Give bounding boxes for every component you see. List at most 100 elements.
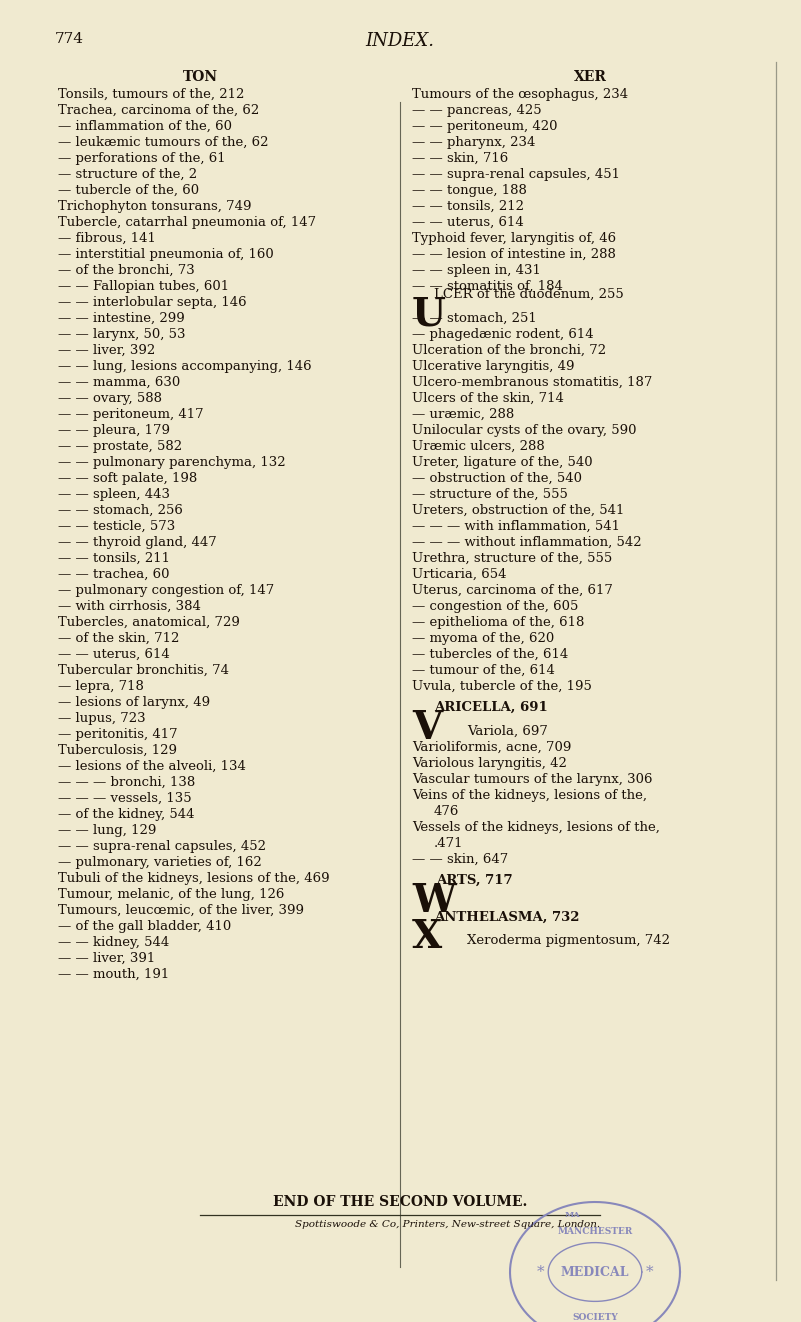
Text: — — lung, 129: — — lung, 129 <box>58 824 156 837</box>
Text: — — pharynx, 234: — — pharynx, 234 <box>412 136 535 149</box>
Text: — epithelioma of the, 618: — epithelioma of the, 618 <box>412 616 585 629</box>
Text: — fibrous, 141: — fibrous, 141 <box>58 231 156 245</box>
Text: Typhoid fever, laryngitis of, 46: Typhoid fever, laryngitis of, 46 <box>412 231 616 245</box>
Text: — — ovary, 588: — — ovary, 588 <box>58 393 162 405</box>
Text: XER: XER <box>574 70 606 85</box>
Text: — — stomach, 256: — — stomach, 256 <box>58 504 183 517</box>
Text: — of the skin, 712: — of the skin, 712 <box>58 632 179 645</box>
Text: — — — without inflammation, 542: — — — without inflammation, 542 <box>412 535 642 549</box>
Text: Uræmic ulcers, 288: Uræmic ulcers, 288 <box>412 440 545 453</box>
Text: — tumour of the, 614: — tumour of the, 614 <box>412 664 555 677</box>
Text: — — — bronchi, 138: — — — bronchi, 138 <box>58 776 195 789</box>
Text: — — pulmonary parenchyma, 132: — — pulmonary parenchyma, 132 <box>58 456 286 469</box>
Text: — — pleura, 179: — — pleura, 179 <box>58 424 170 438</box>
Text: — inflammation of the, 60: — inflammation of the, 60 <box>58 120 232 134</box>
Text: — lesions of the alveoli, 134: — lesions of the alveoli, 134 <box>58 760 246 773</box>
Text: — — stomatitis of, 184: — — stomatitis of, 184 <box>412 280 563 293</box>
Text: — pulmonary, varieties of, 162: — pulmonary, varieties of, 162 <box>58 857 262 869</box>
Text: — — spleen, 443: — — spleen, 443 <box>58 488 170 501</box>
Text: Ulceration of the bronchi, 72: Ulceration of the bronchi, 72 <box>412 344 606 357</box>
Text: — lesions of larynx, 49: — lesions of larynx, 49 <box>58 695 210 709</box>
Text: — — stomach, 251: — — stomach, 251 <box>412 312 537 325</box>
Text: — — lesion of intestine in, 288: — — lesion of intestine in, 288 <box>412 249 616 260</box>
Text: Vessels of the kidneys, lesions of the,: Vessels of the kidneys, lesions of the, <box>412 821 660 834</box>
Text: Uvula, tubercle of the, 195: Uvula, tubercle of the, 195 <box>412 680 592 693</box>
Text: Ureter, ligature of the, 540: Ureter, ligature of the, 540 <box>412 456 593 469</box>
Text: — structure of the, 555: — structure of the, 555 <box>412 488 568 501</box>
Text: — structure of the, 2: — structure of the, 2 <box>58 168 197 181</box>
Text: Trachea, carcinoma of the, 62: Trachea, carcinoma of the, 62 <box>58 104 260 118</box>
Text: MEDICAL: MEDICAL <box>561 1265 630 1278</box>
Text: *: * <box>646 1265 654 1278</box>
Text: — — — with inflammation, 541: — — — with inflammation, 541 <box>412 520 620 533</box>
Text: Unilocular cysts of the ovary, 590: Unilocular cysts of the ovary, 590 <box>412 424 637 438</box>
Text: — — tonsils, 212: — — tonsils, 212 <box>412 200 524 213</box>
Text: TON: TON <box>183 70 218 85</box>
Text: — pulmonary congestion of, 147: — pulmonary congestion of, 147 <box>58 584 274 598</box>
Text: — — mamma, 630: — — mamma, 630 <box>58 375 180 389</box>
Text: ARICELLA, 691: ARICELLA, 691 <box>434 701 548 714</box>
Text: — — testicle, 573: — — testicle, 573 <box>58 520 175 533</box>
Text: — — skin, 647: — — skin, 647 <box>412 853 509 866</box>
Text: .471: .471 <box>434 837 464 850</box>
Text: — — soft palate, 198: — — soft palate, 198 <box>58 472 197 485</box>
Text: 476: 476 <box>434 805 460 818</box>
Text: — — mouth, 191: — — mouth, 191 <box>58 968 169 981</box>
Text: — — liver, 391: — — liver, 391 <box>58 952 155 965</box>
Text: *: * <box>537 1265 544 1278</box>
Text: — — supra-renal capsules, 451: — — supra-renal capsules, 451 <box>412 168 620 181</box>
Text: Tumour, melanic, of the lung, 126: Tumour, melanic, of the lung, 126 <box>58 888 284 902</box>
Text: — — uterus, 614: — — uterus, 614 <box>58 648 170 661</box>
Text: — — prostate, 582: — — prostate, 582 <box>58 440 182 453</box>
Text: — — thyroid gland, 447: — — thyroid gland, 447 <box>58 535 217 549</box>
Text: — — intestine, 299: — — intestine, 299 <box>58 312 185 325</box>
Text: — phagedænic rodent, 614: — phagedænic rodent, 614 <box>412 328 594 341</box>
Text: Tonsils, tumours of the, 212: Tonsils, tumours of the, 212 <box>58 89 244 100</box>
Text: Trichophyton tonsurans, 749: Trichophyton tonsurans, 749 <box>58 200 252 213</box>
Text: — — supra-renal capsules, 452: — — supra-renal capsules, 452 <box>58 839 266 853</box>
Text: — — liver, 392: — — liver, 392 <box>58 344 155 357</box>
Text: — — peritoneum, 420: — — peritoneum, 420 <box>412 120 557 134</box>
Text: — tubercle of the, 60: — tubercle of the, 60 <box>58 184 199 197</box>
Text: — — Fallopian tubes, 601: — — Fallopian tubes, 601 <box>58 280 229 293</box>
Text: Tumours, leucœmic, of the liver, 399: Tumours, leucœmic, of the liver, 399 <box>58 904 304 917</box>
Text: — perforations of the, 61: — perforations of the, 61 <box>58 152 226 165</box>
Text: Urethra, structure of the, 555: Urethra, structure of the, 555 <box>412 553 612 564</box>
Text: 774: 774 <box>55 32 84 46</box>
Text: V: V <box>412 709 442 747</box>
Text: — uræmic, 288: — uræmic, 288 <box>412 408 514 420</box>
Text: — — pancreas, 425: — — pancreas, 425 <box>412 104 541 118</box>
Text: W: W <box>412 882 456 920</box>
Text: END OF THE SECOND VOLUME.: END OF THE SECOND VOLUME. <box>273 1195 527 1210</box>
Text: Tubercle, catarrhal pneumonia of, 147: Tubercle, catarrhal pneumonia of, 147 <box>58 215 316 229</box>
Text: Ulcerative laryngitis, 49: Ulcerative laryngitis, 49 <box>412 360 574 373</box>
Text: Variolous laryngitis, 42: Variolous laryngitis, 42 <box>412 756 567 769</box>
Text: — of the kidney, 544: — of the kidney, 544 <box>58 808 195 821</box>
Text: ANTHELASMA, 732: ANTHELASMA, 732 <box>434 911 579 923</box>
Text: — lupus, 723: — lupus, 723 <box>58 713 146 724</box>
Text: MA: MA <box>566 1211 581 1219</box>
Text: Ulcero-membranous stomatitis, 187: Ulcero-membranous stomatitis, 187 <box>412 375 652 389</box>
Text: Ureters, obstruction of the, 541: Ureters, obstruction of the, 541 <box>412 504 624 517</box>
Text: — lepra, 718: — lepra, 718 <box>58 680 144 693</box>
Text: — — peritoneum, 417: — — peritoneum, 417 <box>58 408 203 420</box>
Text: — — tongue, 188: — — tongue, 188 <box>412 184 527 197</box>
Text: Urticaria, 654: Urticaria, 654 <box>412 568 506 580</box>
Text: — obstruction of the, 540: — obstruction of the, 540 <box>412 472 582 485</box>
Text: — — skin, 716: — — skin, 716 <box>412 152 509 165</box>
Text: Xeroderma pigmentosum, 742: Xeroderma pigmentosum, 742 <box>467 935 670 948</box>
Text: Ulcers of the skin, 714: Ulcers of the skin, 714 <box>412 393 564 405</box>
Text: ARTS, 717: ARTS, 717 <box>436 874 513 887</box>
Text: — with cirrhosis, 384: — with cirrhosis, 384 <box>58 600 201 613</box>
Text: X: X <box>412 919 442 956</box>
Text: MANCHESTER: MANCHESTER <box>557 1227 633 1236</box>
Text: Tubercles, anatomical, 729: Tubercles, anatomical, 729 <box>58 616 239 629</box>
Text: — — tonsils, 211: — — tonsils, 211 <box>58 553 170 564</box>
Text: — — interlobular septa, 146: — — interlobular septa, 146 <box>58 296 247 309</box>
Text: — — spleen in, 431: — — spleen in, 431 <box>412 264 541 278</box>
Text: Tumours of the œsophagus, 234: Tumours of the œsophagus, 234 <box>412 89 628 100</box>
Text: — — uterus, 614: — — uterus, 614 <box>412 215 524 229</box>
Text: Uterus, carcinoma of the, 617: Uterus, carcinoma of the, 617 <box>412 584 613 598</box>
Text: Tubuli of the kidneys, lesions of the, 469: Tubuli of the kidneys, lesions of the, 4… <box>58 873 330 884</box>
Text: — congestion of the, 605: — congestion of the, 605 <box>412 600 578 613</box>
